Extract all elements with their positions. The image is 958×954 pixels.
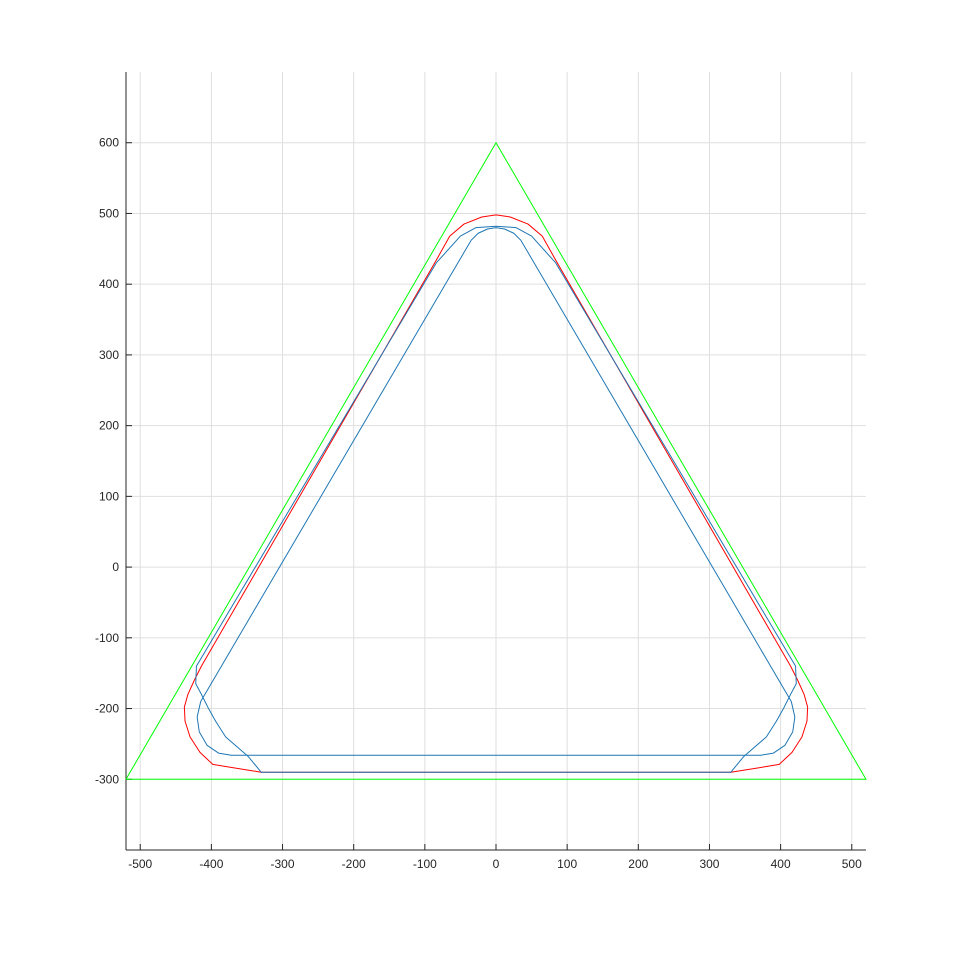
y-tick-label: -100 [95, 631, 119, 645]
y-tick-label: -300 [95, 772, 119, 786]
x-tick-label: 100 [557, 857, 577, 871]
x-tick-label: 400 [771, 857, 791, 871]
y-tick-label: 0 [112, 560, 119, 574]
x-tick-label: -400 [199, 857, 223, 871]
y-tick-label: 200 [99, 419, 119, 433]
axes [125, 72, 866, 851]
y-tick-label: -200 [95, 702, 119, 716]
series-line-3 [196, 227, 796, 756]
x-tick-label: -300 [271, 857, 295, 871]
x-tick-label: -100 [413, 857, 437, 871]
grid [126, 72, 866, 850]
x-tick-label: 300 [699, 857, 719, 871]
y-tick-labels: -300 -200 -100 0 100 200 300 400 500 600 [95, 136, 119, 787]
y-tick-label: 300 [99, 348, 119, 362]
x-tick-labels: -500 -400 -300 -200 -100 0 100 200 300 400 500 [128, 857, 862, 871]
y-tick-label: 600 [99, 136, 119, 150]
x-tick-label: -500 [128, 857, 152, 871]
series-group [125, 142, 867, 780]
series-line-2 [195, 225, 797, 773]
x-tick-label: 500 [842, 857, 862, 871]
x-tick-label: 200 [628, 857, 648, 871]
y-tick-label: 400 [99, 277, 119, 291]
x-tick-label: 0 [493, 857, 500, 871]
series-line-1 [183, 214, 809, 773]
y-tick-label: 100 [99, 489, 119, 503]
y-tick-label: 500 [99, 206, 119, 220]
x-tick-label: -200 [342, 857, 366, 871]
series-line-0 [125, 142, 867, 780]
